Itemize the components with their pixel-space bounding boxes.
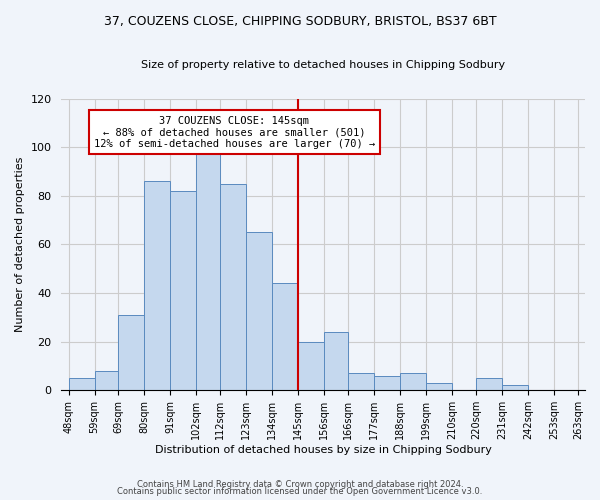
Text: Contains public sector information licensed under the Open Government Licence v3: Contains public sector information licen…: [118, 488, 482, 496]
Title: Size of property relative to detached houses in Chipping Sodbury: Size of property relative to detached ho…: [141, 60, 505, 70]
Bar: [220, 184, 246, 390]
Bar: [348, 374, 374, 390]
Bar: [298, 342, 325, 390]
Bar: [95, 371, 118, 390]
Bar: [325, 332, 348, 390]
Bar: [246, 232, 272, 390]
Bar: [196, 152, 220, 390]
Bar: [374, 376, 400, 390]
Bar: [68, 378, 95, 390]
Bar: [145, 181, 170, 390]
Text: Contains HM Land Registry data © Crown copyright and database right 2024.: Contains HM Land Registry data © Crown c…: [137, 480, 463, 489]
Bar: [170, 191, 196, 390]
Text: 37 COUZENS CLOSE: 145sqm
← 88% of detached houses are smaller (501)
12% of semi-: 37 COUZENS CLOSE: 145sqm ← 88% of detach…: [94, 116, 375, 149]
Bar: [502, 386, 528, 390]
Y-axis label: Number of detached properties: Number of detached properties: [15, 157, 25, 332]
Bar: [118, 315, 145, 390]
Bar: [272, 284, 298, 391]
Bar: [476, 378, 502, 390]
Bar: [400, 374, 426, 390]
Bar: [426, 383, 452, 390]
X-axis label: Distribution of detached houses by size in Chipping Sodbury: Distribution of detached houses by size …: [155, 445, 491, 455]
Text: 37, COUZENS CLOSE, CHIPPING SODBURY, BRISTOL, BS37 6BT: 37, COUZENS CLOSE, CHIPPING SODBURY, BRI…: [104, 15, 496, 28]
